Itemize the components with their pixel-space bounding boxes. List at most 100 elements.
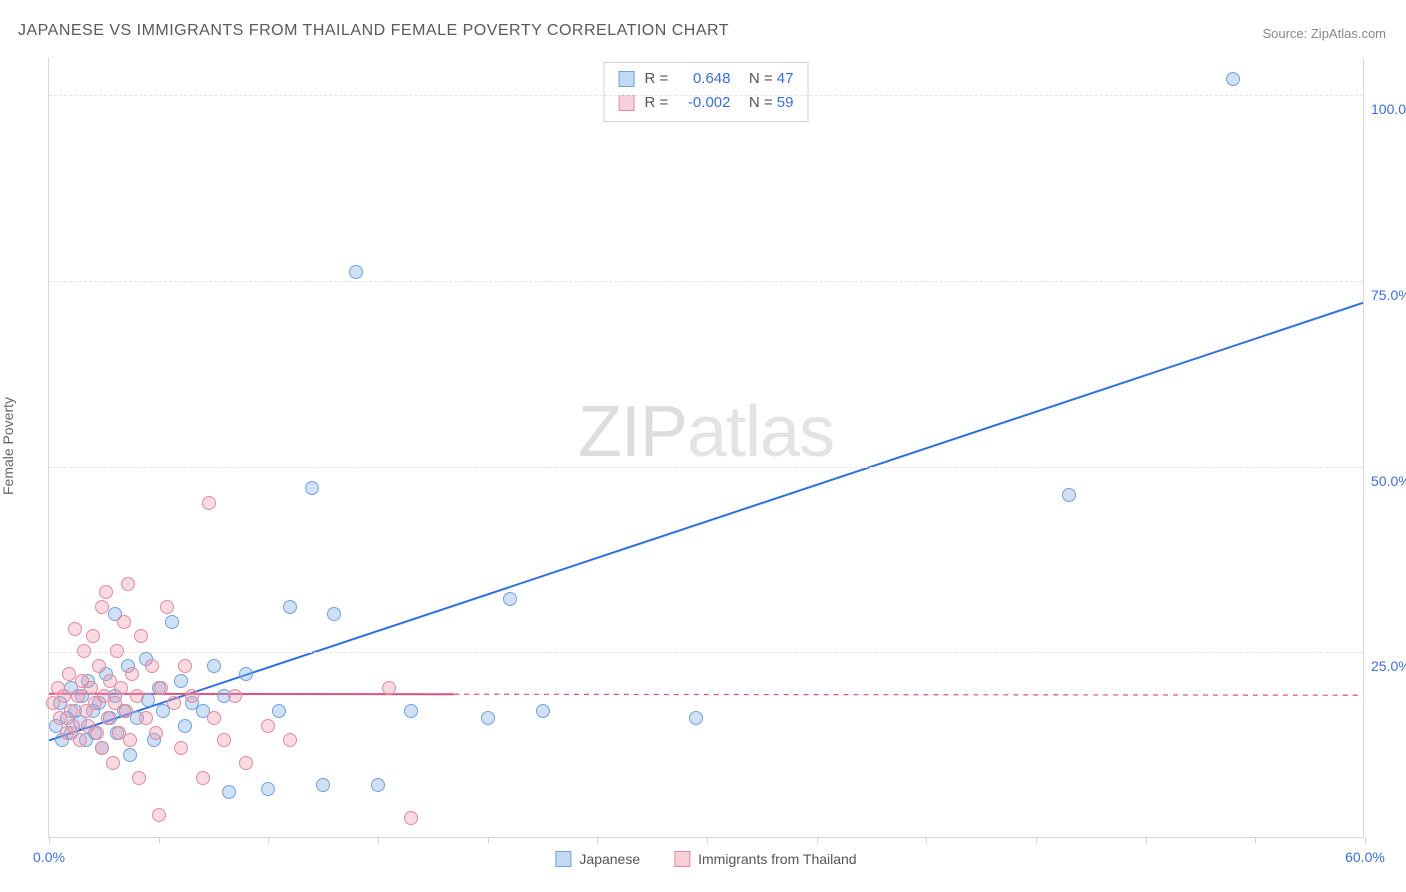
scatter-point (202, 496, 216, 510)
gridline (49, 281, 1363, 282)
trend-lines-svg (49, 58, 1363, 837)
scatter-point (207, 659, 221, 673)
scatter-point (167, 696, 181, 710)
correlation-row: R = 0.648 N = 47 (619, 67, 794, 91)
scatter-point (152, 808, 166, 822)
scatter-point (261, 782, 275, 796)
scatter-point (117, 615, 131, 629)
x-tick (378, 837, 379, 843)
y-tick-label: 25.0% (1371, 658, 1406, 674)
y-tick-label: 100.0% (1371, 101, 1406, 117)
correlation-legend: R = 0.648 N = 47R = -0.002 N = 59 (604, 62, 809, 122)
scatter-point (1226, 72, 1240, 86)
legend-label: Japanese (579, 851, 640, 867)
scatter-point (305, 481, 319, 495)
scatter-point (139, 711, 153, 725)
y-tick-label: 75.0% (1371, 287, 1406, 303)
series-legend: Japanese Immigrants from Thailand (555, 851, 856, 867)
x-tick (1146, 837, 1147, 843)
scatter-point (349, 265, 363, 279)
scatter-point (62, 667, 76, 681)
x-tick-label: 60.0% (1345, 849, 1385, 865)
scatter-point (174, 674, 188, 688)
scatter-point (145, 659, 159, 673)
legend-swatch (619, 71, 635, 87)
scatter-point (66, 719, 80, 733)
scatter-point (327, 607, 341, 621)
scatter-point (119, 704, 133, 718)
scatter-point (73, 733, 87, 747)
scatter-point (283, 600, 297, 614)
scatter-point (84, 681, 98, 695)
scatter-point (371, 778, 385, 792)
scatter-point (134, 629, 148, 643)
scatter-point (101, 711, 115, 725)
scatter-point (503, 592, 517, 606)
scatter-point (178, 659, 192, 673)
scatter-point (95, 741, 109, 755)
y-axis-label: Female Poverty (0, 397, 16, 495)
watermark-text: ZIPatlas (578, 391, 834, 473)
scatter-point (57, 689, 71, 703)
scatter-point (77, 644, 91, 658)
source-label: Source: ZipAtlas.com (1262, 26, 1386, 41)
scatter-point (71, 689, 85, 703)
legend-swatch (555, 851, 571, 867)
scatter-point (228, 689, 242, 703)
scatter-point (106, 756, 120, 770)
scatter-point (130, 689, 144, 703)
legend-label: Immigrants from Thailand (698, 851, 856, 867)
correlation-r: R = 0.648 (645, 67, 731, 91)
scatter-point (272, 704, 286, 718)
gridline (49, 95, 1363, 96)
scatter-point (178, 719, 192, 733)
scatter-point (222, 785, 236, 799)
scatter-point (165, 615, 179, 629)
scatter-point (99, 585, 113, 599)
scatter-point (196, 771, 210, 785)
scatter-point (316, 778, 330, 792)
scatter-point (283, 733, 297, 747)
x-tick (926, 837, 927, 843)
scatter-point (92, 659, 106, 673)
plot-area: ZIPatlas R = 0.648 N = 47R = -0.002 N = … (48, 58, 1364, 838)
x-tick (268, 837, 269, 843)
scatter-point (174, 741, 188, 755)
scatter-point (68, 622, 82, 636)
legend-swatch (674, 851, 690, 867)
watermark-zip: ZIP (578, 392, 687, 472)
scatter-point (121, 577, 135, 591)
scatter-point (404, 704, 418, 718)
scatter-point (132, 771, 146, 785)
legend-swatch (619, 95, 635, 111)
scatter-point (261, 719, 275, 733)
scatter-point (239, 756, 253, 770)
scatter-point (207, 711, 221, 725)
x-tick (1365, 837, 1366, 843)
scatter-point (149, 726, 163, 740)
scatter-point (114, 681, 128, 695)
scatter-point (239, 667, 253, 681)
chart-title: JAPANESE VS IMMIGRANTS FROM THAILAND FEM… (18, 22, 729, 40)
y-tick-label: 50.0% (1371, 473, 1406, 489)
scatter-point (123, 733, 137, 747)
trend-line-dashed (454, 694, 1363, 695)
scatter-point (86, 629, 100, 643)
scatter-point (64, 704, 78, 718)
scatter-point (404, 811, 418, 825)
scatter-point (123, 748, 137, 762)
scatter-point (160, 600, 174, 614)
x-tick (1036, 837, 1037, 843)
scatter-point (90, 726, 104, 740)
x-tick (597, 837, 598, 843)
x-tick (707, 837, 708, 843)
watermark-atlas: atlas (687, 392, 834, 472)
x-tick-label: 0.0% (33, 849, 65, 865)
x-tick (159, 837, 160, 843)
scatter-point (481, 711, 495, 725)
scatter-point (1062, 488, 1076, 502)
scatter-point (217, 733, 231, 747)
correlation-n: N = 47 (740, 67, 793, 91)
x-tick (817, 837, 818, 843)
scatter-point (382, 681, 396, 695)
